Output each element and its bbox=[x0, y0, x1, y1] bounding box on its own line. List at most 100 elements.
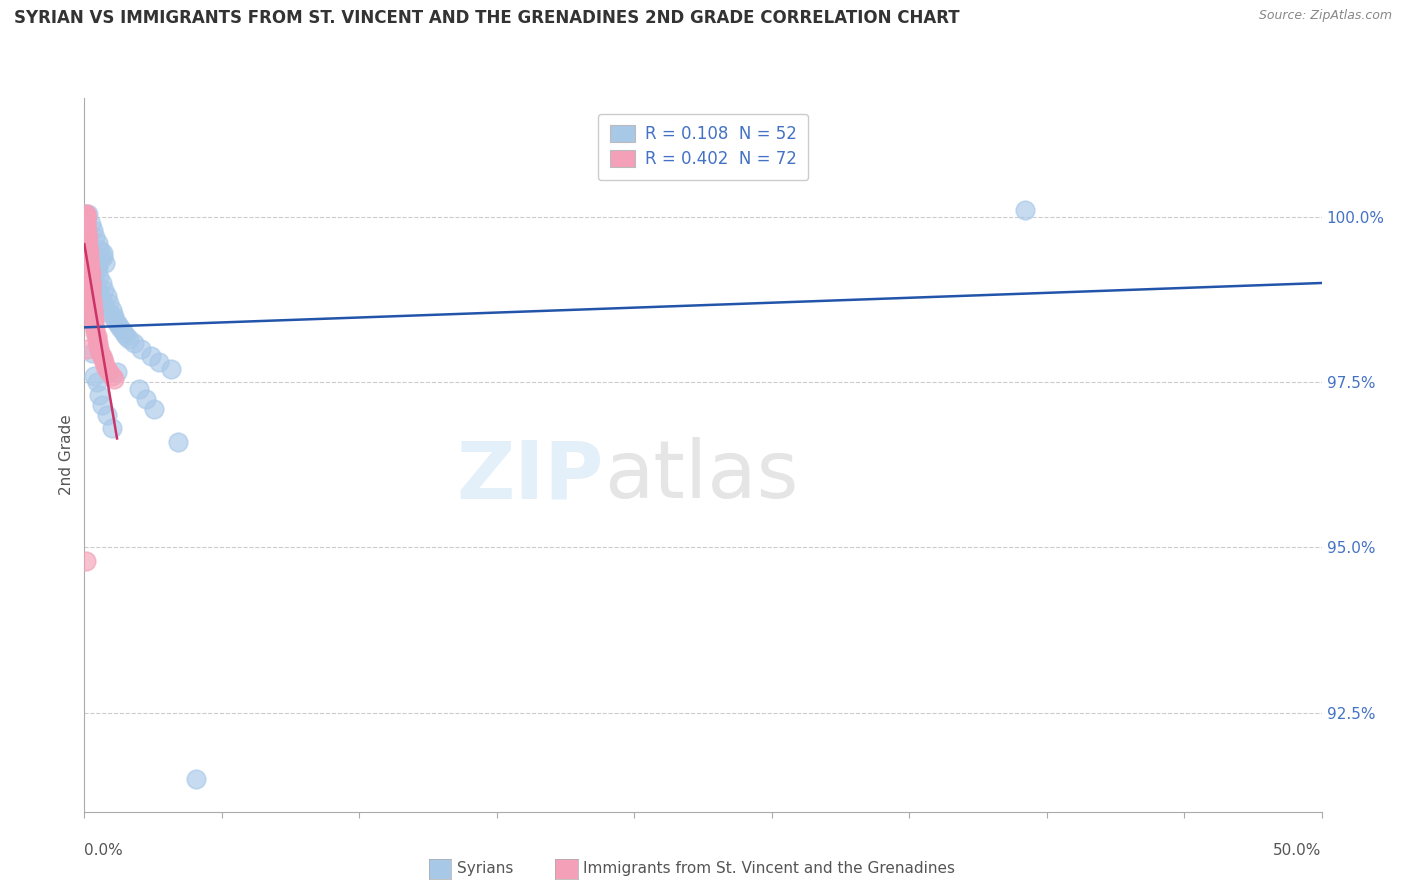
Point bbox=[79, 269, 101, 284]
Point bbox=[77, 256, 100, 270]
Point bbox=[184, 772, 207, 786]
Point bbox=[91, 250, 114, 264]
Point bbox=[75, 213, 97, 227]
Point bbox=[112, 326, 135, 340]
Point bbox=[76, 236, 98, 251]
Point bbox=[80, 296, 103, 310]
Point bbox=[79, 273, 101, 287]
Point bbox=[82, 223, 104, 237]
Point bbox=[79, 276, 101, 290]
Point bbox=[103, 309, 125, 323]
Point bbox=[83, 319, 105, 334]
Point bbox=[160, 362, 183, 376]
Point bbox=[79, 269, 101, 284]
Point bbox=[80, 293, 103, 307]
Point bbox=[75, 207, 97, 221]
Text: 0.0%: 0.0% bbox=[84, 843, 124, 858]
Point bbox=[87, 260, 110, 274]
Point bbox=[77, 250, 100, 264]
Point bbox=[82, 309, 104, 323]
Text: Immigrants from St. Vincent and the Grenadines: Immigrants from St. Vincent and the Gren… bbox=[583, 862, 956, 876]
Point bbox=[77, 240, 100, 254]
Point bbox=[84, 230, 107, 244]
Y-axis label: 2nd Grade: 2nd Grade bbox=[59, 415, 75, 495]
Point bbox=[83, 368, 105, 383]
Point bbox=[77, 256, 100, 270]
Point bbox=[75, 223, 97, 237]
Point bbox=[76, 230, 98, 244]
Point bbox=[84, 322, 107, 336]
Point bbox=[141, 349, 163, 363]
Point bbox=[96, 409, 118, 423]
Point bbox=[75, 217, 97, 231]
Point bbox=[82, 302, 104, 317]
Point bbox=[77, 243, 100, 257]
Point bbox=[93, 299, 115, 313]
Point bbox=[103, 372, 125, 386]
Point bbox=[93, 283, 115, 297]
Point bbox=[91, 352, 114, 367]
Point bbox=[128, 382, 150, 396]
Point bbox=[79, 266, 101, 280]
Point bbox=[76, 240, 98, 254]
Point bbox=[87, 236, 110, 251]
Point bbox=[100, 421, 122, 435]
Point bbox=[90, 276, 112, 290]
Point bbox=[86, 279, 108, 293]
Point bbox=[90, 349, 112, 363]
Point bbox=[89, 252, 111, 267]
Point bbox=[142, 401, 165, 416]
Point bbox=[77, 207, 100, 221]
Point bbox=[76, 236, 98, 251]
Point bbox=[108, 319, 131, 334]
Point bbox=[77, 246, 100, 260]
Point bbox=[82, 306, 104, 320]
Point bbox=[100, 302, 122, 317]
Point bbox=[86, 332, 108, 346]
Text: atlas: atlas bbox=[605, 437, 799, 516]
Point bbox=[80, 296, 103, 310]
Point bbox=[75, 554, 97, 568]
Point bbox=[76, 233, 98, 247]
Point bbox=[75, 219, 97, 234]
Text: ZIP: ZIP bbox=[457, 437, 605, 516]
Point bbox=[100, 368, 122, 383]
Point bbox=[98, 306, 121, 320]
Point bbox=[115, 329, 138, 343]
Point bbox=[91, 246, 114, 260]
Point bbox=[89, 286, 111, 301]
Point bbox=[94, 359, 117, 373]
Point bbox=[79, 276, 101, 290]
Point bbox=[90, 293, 112, 307]
Point bbox=[77, 243, 100, 257]
Legend: R = 0.108  N = 52, R = 0.402  N = 72: R = 0.108 N = 52, R = 0.402 N = 72 bbox=[598, 113, 808, 180]
Point bbox=[103, 312, 125, 326]
Point bbox=[105, 365, 128, 379]
Text: Source: ZipAtlas.com: Source: ZipAtlas.com bbox=[1258, 9, 1392, 22]
Point bbox=[76, 227, 98, 241]
Text: SYRIAN VS IMMIGRANTS FROM ST. VINCENT AND THE GRENADINES 2ND GRADE CORRELATION C: SYRIAN VS IMMIGRANTS FROM ST. VINCENT AN… bbox=[14, 9, 960, 27]
Point bbox=[167, 434, 190, 449]
Point bbox=[80, 289, 103, 303]
Point bbox=[118, 332, 141, 346]
Point bbox=[89, 269, 111, 284]
Point bbox=[89, 345, 111, 359]
Point bbox=[86, 376, 108, 390]
Text: 50.0%: 50.0% bbox=[1274, 843, 1322, 858]
Point bbox=[76, 230, 98, 244]
Point bbox=[93, 355, 115, 369]
Point bbox=[79, 217, 101, 231]
Point bbox=[89, 388, 111, 402]
Point bbox=[79, 260, 101, 274]
Point bbox=[86, 329, 108, 343]
Point bbox=[94, 256, 117, 270]
Point bbox=[79, 260, 101, 274]
Point bbox=[80, 286, 103, 301]
Point bbox=[87, 339, 110, 353]
Point bbox=[96, 362, 118, 376]
Point bbox=[98, 365, 121, 379]
Point bbox=[75, 210, 97, 224]
Point bbox=[129, 342, 152, 356]
Point bbox=[90, 398, 112, 412]
Point bbox=[110, 322, 132, 336]
